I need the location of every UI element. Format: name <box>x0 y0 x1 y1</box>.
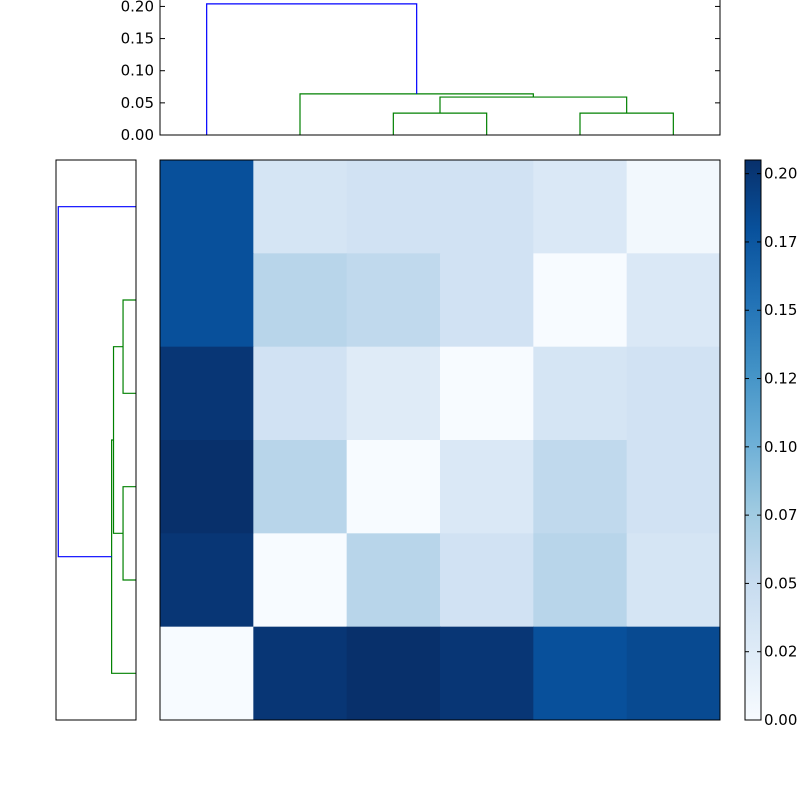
heatmap-cell <box>346 533 441 628</box>
heatmap-cell <box>626 346 721 441</box>
colorbar-tick-label: 0.20 <box>764 165 797 183</box>
heatmap-cell <box>440 160 534 254</box>
heatmap-cell <box>160 346 254 441</box>
top-dendrogram-link <box>579 112 674 135</box>
left-dendrogram-link <box>111 439 136 674</box>
heatmap-cell <box>533 160 628 254</box>
top-dendrogram-ytick-label: 0.00 <box>121 126 154 144</box>
heatmap-cell <box>253 253 348 348</box>
colorbar-tick-label: 0.07 <box>764 506 797 524</box>
heatmap-cell <box>346 346 441 441</box>
colorbar-tick-label: 0.12 <box>764 370 797 388</box>
left-dendrogram <box>55 159 137 721</box>
left-dendrogram-frame <box>55 159 137 721</box>
heatmap-cell <box>626 253 721 348</box>
heatmap-cell <box>626 626 721 721</box>
left-dendrogram-link <box>122 299 136 394</box>
colorbar-tick-label: 0.05 <box>764 574 797 592</box>
top-dendrogram-ytick-label: 0.05 <box>121 94 154 112</box>
colorbar-tick-label: 0.17 <box>764 233 797 251</box>
top-dendrogram-frame <box>159 0 721 136</box>
heatmap-cell <box>533 626 628 721</box>
colorbar-tick-label: 0.10 <box>764 438 797 456</box>
top-dendrogram: 0.00 0.05 0.10 0.15 0.20 <box>121 0 721 144</box>
heatmap-cell <box>160 626 254 721</box>
heatmap-cell <box>253 440 348 534</box>
heatmap-cell <box>440 533 534 628</box>
heatmap-cell <box>533 533 628 628</box>
top-dendrogram-link <box>439 96 628 114</box>
colorbar-gradient <box>744 159 762 721</box>
left-dendrogram-link <box>112 346 124 534</box>
heatmap-cell <box>346 440 441 534</box>
heatmap-cell <box>253 346 348 441</box>
heatmap-cell <box>253 626 348 721</box>
heatmap-cell <box>440 253 534 348</box>
heatmap-cell <box>440 440 534 534</box>
heatmap-cell <box>440 626 534 721</box>
heatmap-cell <box>160 533 254 628</box>
left-dendrogram-link <box>57 206 136 558</box>
top-dendrogram-link <box>206 3 418 135</box>
heatmap-cell <box>253 533 348 628</box>
heatmap-cell <box>346 253 441 348</box>
heatmap-cell <box>533 253 628 348</box>
heatmap-cell <box>160 440 254 534</box>
heatmap-cell <box>533 440 628 534</box>
heatmap-cell <box>346 626 441 721</box>
top-dendrogram-ytick-label: 0.15 <box>121 30 154 48</box>
top-dendrogram-link <box>299 93 534 135</box>
colorbar: 0.00 0.02 0.05 0.07 0.10 0.12 0.15 0.17 0.20 <box>744 159 797 729</box>
heatmap-cell <box>160 253 254 348</box>
heatmap-cell <box>626 440 721 534</box>
heatmap-cell <box>626 160 721 254</box>
heatmap-cell <box>440 346 534 441</box>
heatmap-cell <box>626 533 721 628</box>
heatmap-cell <box>533 346 628 441</box>
top-dendrogram-link <box>392 112 488 135</box>
colorbar-tick-label: 0.02 <box>764 643 797 661</box>
colorbar-tick-label: 0.00 <box>764 711 797 729</box>
colorbar-tick-label: 0.15 <box>764 301 797 319</box>
heatmap-cell <box>253 160 348 254</box>
top-dendrogram-ytick-label: 0.20 <box>121 0 154 15</box>
heatmap-cell <box>346 160 441 254</box>
top-dendrogram-ytick-label: 0.10 <box>121 62 154 80</box>
left-dendrogram-link <box>122 486 136 581</box>
heatmap-frame <box>159 159 721 721</box>
heatmap <box>159 159 721 721</box>
heatmap-cell <box>160 160 254 254</box>
